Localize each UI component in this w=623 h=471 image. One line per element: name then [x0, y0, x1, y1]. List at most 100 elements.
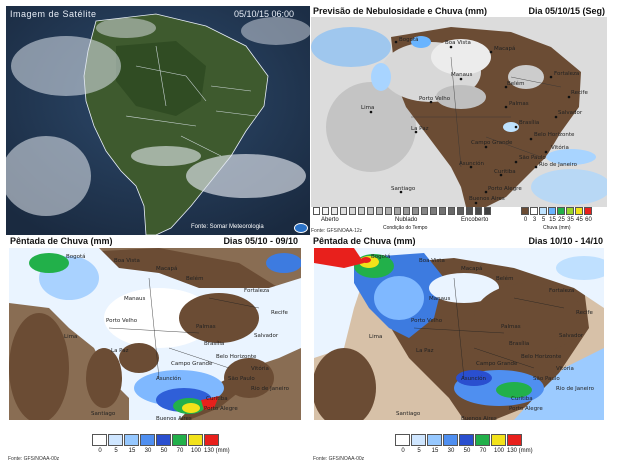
city-label: Palmas — [509, 101, 529, 107]
legend-swatch — [322, 207, 329, 215]
cloud-forecast-source: Fonte: GFS/NOAA-12z — [311, 228, 363, 234]
city-label: Lima — [369, 334, 383, 340]
legend-swatch — [412, 207, 419, 215]
pentada-1-title: Pêntada de Chuva (mm) — [10, 236, 113, 246]
pentada-1-dates: Dias 05/10 - 09/10 — [223, 236, 298, 246]
city-label: Salvador — [558, 110, 583, 116]
legend-swatch — [124, 434, 139, 446]
legend-swatch — [340, 207, 347, 215]
legend-swatch — [491, 434, 506, 446]
city-label: La Paz — [111, 348, 129, 354]
city-label: Salvador — [559, 333, 584, 339]
city-label: Macapá — [494, 46, 516, 52]
city-label: Belém — [186, 276, 204, 282]
city-label: Manaus — [451, 72, 473, 78]
legend-swatch — [521, 207, 529, 215]
legend-swatch — [92, 434, 107, 446]
rain-legend-tick: 60 — [585, 217, 592, 223]
legend-tick: 30 — [144, 448, 152, 454]
pentada-2-dates: Dias 10/10 - 14/10 — [528, 236, 603, 246]
city-label: Fortaleza — [549, 288, 575, 294]
city-label: Rio de Janeiro — [251, 386, 289, 392]
legend-label-overcast: Encoberto — [461, 217, 489, 223]
legend-tick: 30 — [447, 448, 455, 454]
city-label: Belém — [507, 81, 525, 87]
city-label: Asunción — [459, 161, 485, 167]
city-label: Vitória — [551, 145, 569, 151]
city-label: São Paulo — [519, 155, 546, 161]
city-label: Bogotá — [399, 37, 419, 43]
city-label: Curitiba — [511, 396, 533, 402]
cloud-forecast-title: Previsão de Nebulosidade e Chuva (mm) — [313, 6, 488, 16]
rain-legend: 0 3 5 15 25 35 45 60 Chuva (mm) — [521, 207, 605, 235]
pentada-2-source: Fonte: GFS/NOAA-00z — [313, 456, 365, 462]
city-label: La Paz — [411, 126, 429, 132]
satellite-image — [6, 6, 310, 235]
legend-swatch — [475, 434, 490, 446]
legend-swatch — [108, 434, 123, 446]
city-label: Porto Velho — [411, 318, 443, 324]
city-label: Brasília — [204, 341, 225, 347]
city-label: Belém — [496, 276, 514, 282]
city-label: Curitiba — [494, 169, 516, 175]
city-label: Santiago — [91, 411, 116, 417]
rain-legend-tick: 45 — [576, 217, 583, 223]
legend-tick: 15 — [431, 448, 439, 454]
cloud-forecast-map — [311, 17, 607, 207]
legend-tick: 100 — [190, 448, 201, 454]
city-label: Asunción — [156, 376, 182, 382]
legend-swatch — [385, 207, 392, 215]
city-label: Brasília — [519, 120, 540, 126]
cloud-condition-legend: Aberto Nublado Encoberto Condição do Tem… — [313, 207, 513, 235]
legend-swatch — [475, 207, 482, 215]
legend-swatch — [548, 207, 556, 215]
legend-swatch — [539, 207, 547, 215]
rain-legend-tick: 15 — [549, 217, 556, 223]
city-label: Macapá — [461, 266, 483, 272]
city-label: São Paulo — [533, 376, 560, 382]
legend-swatch — [507, 434, 522, 446]
satellite-datetime: 05/10/15 06:00 — [234, 9, 295, 19]
city-label: Campo Grande — [471, 140, 513, 146]
city-label: Lima — [361, 105, 375, 111]
satellite-title: Imagem de Satélite — [10, 9, 97, 19]
legend-swatch — [484, 207, 491, 215]
legend-swatch — [313, 207, 320, 215]
city-label: Porto Alegre — [204, 406, 238, 412]
legend-tick: 50 — [160, 448, 168, 454]
legend-label-cloudy: Nublado — [395, 217, 418, 223]
city-label: Palmas — [196, 324, 216, 330]
legend-swatch — [457, 207, 464, 215]
legend-tick: 0 — [98, 448, 102, 454]
legend-swatch — [430, 207, 437, 215]
legend-swatch — [421, 207, 428, 215]
rain-legend-tick: 5 — [541, 217, 546, 223]
pentada-1-map — [9, 248, 301, 420]
city-label: Palmas — [501, 324, 521, 330]
legend-swatch — [394, 207, 401, 215]
legend-swatch — [156, 434, 171, 446]
city-label: Recife — [571, 90, 588, 96]
legend-swatch — [575, 207, 583, 215]
legend-swatch — [427, 434, 442, 446]
pentada-1-source: Fonte: GFS/NOAA-00z — [8, 456, 60, 462]
city-label: Fortaleza — [244, 288, 270, 294]
legend-swatch — [411, 434, 426, 446]
legend-tick: 0 — [401, 448, 405, 454]
city-label: Boa Vista — [114, 258, 140, 264]
city-label: Porto Alegre — [509, 406, 543, 412]
cloud-forecast-panel: Previsão de Nebulosidade e Chuva (mm) Di… — [311, 6, 607, 235]
city-label: Buenos Aires — [461, 416, 497, 422]
city-label: Boa Vista — [419, 258, 445, 264]
city-label: Vitória — [251, 366, 269, 372]
legend-tick: 5 — [417, 448, 421, 454]
city-label: Macapá — [156, 266, 178, 272]
somar-logo-icon — [294, 223, 308, 233]
legend-tick: 70 — [176, 448, 184, 454]
legend-swatch — [584, 207, 592, 215]
legend-swatch — [403, 207, 410, 215]
city-label: São Paulo — [228, 376, 255, 382]
legend-swatch — [140, 434, 155, 446]
city-label: Santiago — [396, 411, 421, 417]
cloud-forecast-date: Dia 05/10/15 (Seg) — [528, 6, 605, 16]
